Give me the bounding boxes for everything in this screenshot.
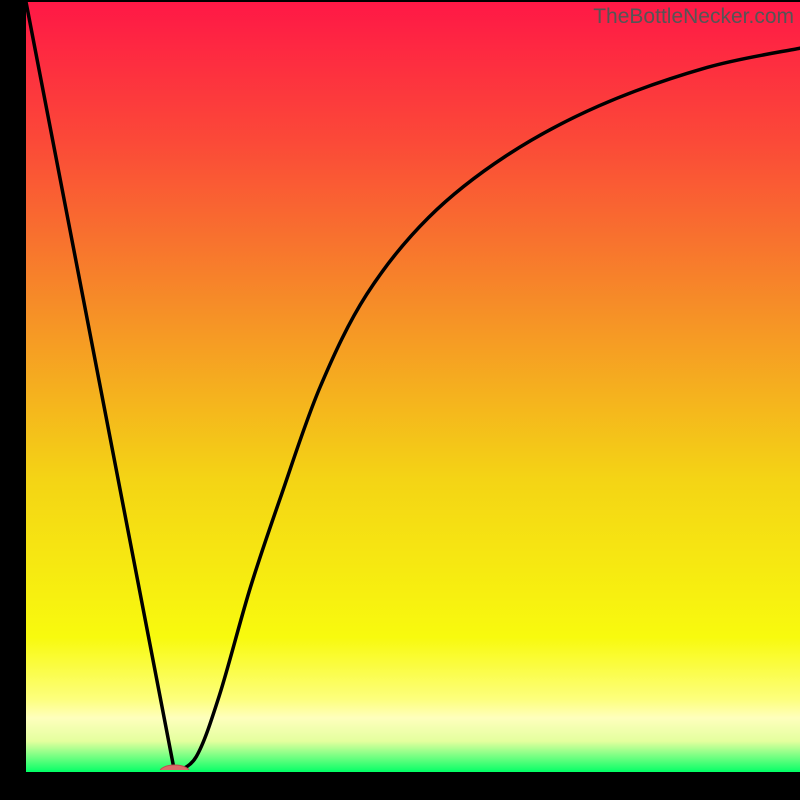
- bottleneck-curve: [26, 2, 800, 772]
- chart-container: TheBottleNecker.com: [0, 0, 800, 800]
- frame-bottom: [0, 772, 800, 800]
- curve-layer: [26, 2, 800, 772]
- frame-left: [0, 0, 26, 800]
- watermark-label: TheBottleNecker.com: [593, 5, 794, 29]
